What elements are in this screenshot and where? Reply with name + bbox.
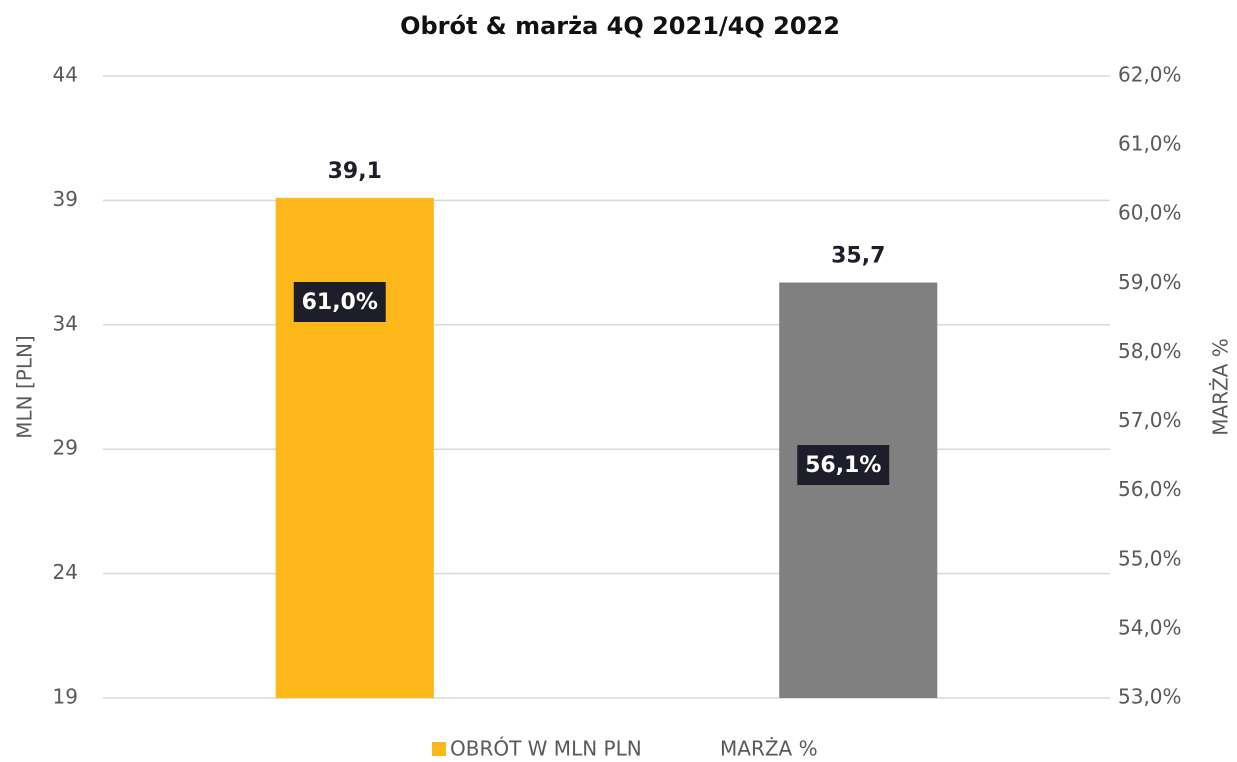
y2-tick-label: 61,0%	[1118, 132, 1182, 156]
y-tick-label: 24	[53, 560, 78, 584]
y2-tick-label: 54,0%	[1118, 615, 1182, 639]
legend-label: MARŻA %	[720, 737, 818, 761]
margin-label: 56,1%	[805, 453, 881, 478]
margin-label: 61,0%	[302, 290, 378, 315]
legend-label: OBRÓT W MLN PLN	[450, 737, 642, 761]
bar	[779, 282, 938, 698]
y2-axis-label: MARŻA %	[1209, 338, 1233, 436]
y-tick-label: 19	[53, 685, 78, 709]
y-tick-label: 44	[53, 63, 78, 87]
bar-value-label: 35,7	[831, 244, 885, 269]
legend-swatch	[432, 742, 446, 756]
y-axis-label: MLN [PLN]	[13, 335, 37, 439]
y2-tick-label: 60,0%	[1118, 201, 1182, 225]
margin-label-box	[797, 445, 890, 485]
bar-value-label: 39,1	[328, 159, 382, 184]
y-tick-label: 39	[53, 187, 78, 211]
bar	[275, 197, 434, 699]
y-tick-label: 34	[53, 311, 78, 335]
y2-tick-label: 55,0%	[1118, 546, 1182, 570]
y2-tick-label: 56,0%	[1118, 477, 1182, 501]
chart-title: Obrót & marża 4Q 2021/4Q 2022	[400, 12, 840, 40]
y2-tick-label: 53,0%	[1118, 685, 1182, 709]
y2-tick-label: 58,0%	[1118, 339, 1182, 363]
y2-tick-label: 57,0%	[1118, 408, 1182, 432]
y2-tick-label: 62,0%	[1118, 63, 1182, 87]
margin-label-box	[293, 282, 386, 322]
y2-tick-label: 59,0%	[1118, 270, 1182, 294]
y-tick-label: 29	[53, 436, 78, 460]
